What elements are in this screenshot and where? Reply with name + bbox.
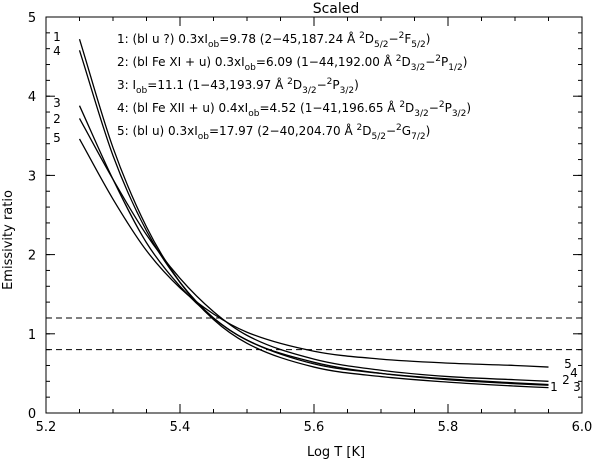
plot-border: [45, 16, 583, 414]
legend-text-part: 3/2: [411, 63, 425, 73]
legend-text-part: 5/2: [374, 40, 388, 50]
legend-text-part: P: [441, 55, 448, 69]
legend-text-part: 2: [287, 77, 293, 87]
legend-text-part: 1/2: [448, 63, 462, 73]
curve-start-labels: 14 3 2 5: [53, 30, 61, 145]
y-tick-label: 2: [28, 249, 36, 264]
legend-entry-1: 1: (bl u ?) 0.3xIob=9.78 (2−45,187.24 Å …: [117, 31, 430, 50]
y-tick-label: 5: [28, 11, 36, 26]
legend-entry-5: 5: (bl u) 0.3xIob=17.97 (2−40,204.70 Å 2…: [117, 123, 430, 142]
legend-text-part: 5/2: [372, 132, 386, 142]
y-tick-label: 4: [28, 90, 36, 105]
legend-text-part: P: [332, 78, 339, 92]
legend-text-part: −: [386, 124, 396, 138]
series-lines: [78, 38, 549, 389]
series-line-5: [78, 138, 549, 368]
legend: 1: (bl u ?) 0.3xIob=9.78 (2−45,187.24 Å …: [117, 31, 471, 142]
legend-text-part: 2: (bl Fe XI + u) 0.3xI: [117, 55, 245, 69]
x-tick-label: 5.4: [170, 420, 191, 435]
x-axis: 5.2 5.4 5.6 5.8 6.0: [36, 17, 593, 435]
legend-text-part: 3/2: [340, 86, 354, 96]
legend-text-part: F: [404, 32, 411, 46]
legend-text-part: 2: [396, 123, 402, 133]
reference-lines: [46, 317, 582, 351]
curve-start-label-3: 3: [53, 96, 61, 110]
y-tick-label: 0: [28, 407, 36, 422]
legend-text-part: 2: [399, 31, 405, 41]
legend-text-part: ): [426, 124, 431, 138]
x-tick-label: 5.8: [438, 420, 459, 435]
legend-text-part: 5: (bl u) 0.3xI: [117, 124, 198, 138]
series-line-4: [78, 50, 549, 386]
legend-text-part: 2: [439, 100, 445, 110]
series-line-1: [78, 38, 549, 389]
legend-text-part: ob: [136, 86, 148, 96]
legend-entry-3: 3: Iob=11.1 (1−43,193.97 Å 2D3/2−2P3/2): [117, 77, 359, 96]
legend-text-part: =6.09 (1−44,192.00 Å: [256, 54, 396, 69]
legend-text-part: 4: (bl Fe XII + u) 0.4xI: [117, 101, 248, 115]
legend-text-part: 5/2: [411, 40, 425, 50]
legend-text-part: =11.1 (1−43,193.97 Å: [147, 77, 287, 92]
curve-start-label-1: 1: [53, 30, 61, 44]
legend-text-part: 7/2: [411, 132, 425, 142]
x-tick-label: 5.6: [304, 420, 325, 435]
curve-end-label-4: 4: [570, 366, 578, 380]
x-tick-label: 5.2: [36, 420, 57, 435]
curve-end-labels: 542 3 1: [550, 357, 581, 394]
x-tick-label: 6.0: [572, 420, 593, 435]
legend-entry-2: 2: (bl Fe XI + u) 0.3xIob=6.09 (1−44,192…: [117, 54, 467, 73]
legend-text-part: ): [426, 32, 431, 46]
legend-text-part: 3/2: [414, 109, 428, 119]
curve-start-label-2: 2: [53, 112, 61, 126]
legend-text-part: 2: [435, 54, 441, 64]
x-axis-title: Log T [K]: [307, 445, 365, 460]
curve-start-label-4: 4: [53, 44, 61, 58]
legend-text-part: 3: I: [117, 78, 136, 92]
y-tick-label: 1: [28, 328, 36, 343]
series-line-2: [78, 118, 549, 382]
legend-text-part: −: [317, 78, 327, 92]
legend-text-part: 2: [399, 100, 405, 110]
legend-text-part: ob: [248, 109, 260, 119]
legend-text-part: =17.97 (2−40,204.70 Å: [209, 123, 357, 138]
legend-text-part: 3/2: [302, 86, 316, 96]
legend-text-part: ): [354, 78, 359, 92]
y-tick-label: 3: [28, 169, 36, 184]
legend-text-part: G: [402, 124, 411, 138]
legend-entry-4: 4: (bl Fe XII + u) 0.4xIob=4.52 (1−41,19…: [117, 100, 471, 119]
legend-text-part: ): [466, 101, 471, 115]
legend-text-part: =4.52 (1−41,196.65 Å: [259, 100, 399, 115]
curve-end-label-1: 1: [550, 380, 558, 394]
plot-frame: [45, 16, 583, 414]
legend-text-part: −: [389, 32, 399, 46]
legend-text-part: =9.78 (2−45,187.24 Å: [219, 31, 359, 46]
legend-text-part: P: [445, 101, 452, 115]
legend-text-part: ): [463, 55, 468, 69]
y-axis-title: Emissivity ratio: [1, 190, 16, 290]
legend-text-part: −: [425, 55, 435, 69]
legend-text-part: 1: (bl u ?) 0.3xI: [117, 32, 208, 46]
curve-start-label-5: 5: [53, 131, 61, 145]
legend-text-part: D: [365, 32, 374, 46]
legend-text-part: 2: [359, 31, 365, 41]
legend-text-part: D: [362, 124, 371, 138]
legend-text-part: 2: [357, 123, 363, 133]
legend-text-part: 2: [327, 77, 333, 87]
legend-text-part: 3/2: [452, 109, 466, 119]
legend-text-part: 2: [396, 54, 402, 64]
curve-end-label-3: 3: [573, 380, 581, 394]
series-line-3: [78, 105, 549, 386]
curve-end-label-2: 2: [562, 373, 570, 387]
legend-text-part: ob: [198, 132, 210, 142]
legend-text-part: −: [429, 101, 439, 115]
legend-text-part: D: [402, 55, 411, 69]
chart-title: Scaled: [313, 1, 360, 17]
legend-text-part: ob: [245, 63, 257, 73]
legend-text-part: ob: [208, 40, 220, 50]
legend-text-part: D: [405, 101, 414, 115]
curve-end-label-5: 5: [564, 357, 572, 371]
legend-text-part: D: [293, 78, 302, 92]
